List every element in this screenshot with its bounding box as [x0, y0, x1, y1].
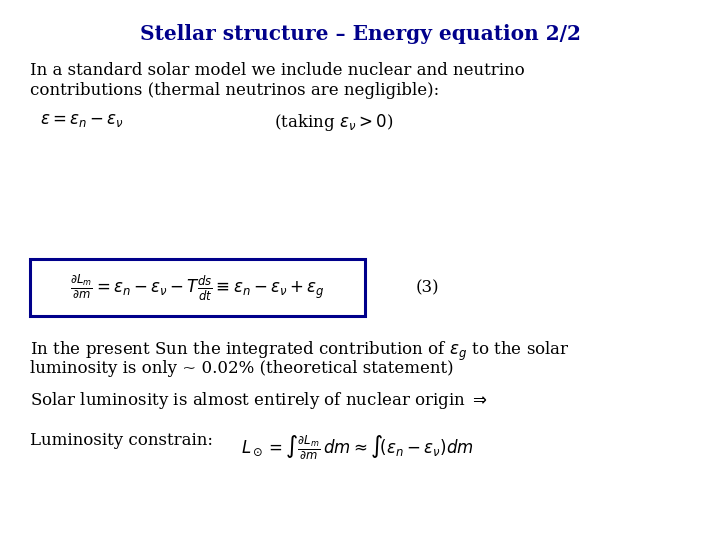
- Text: (taking $\varepsilon_\nu > 0$): (taking $\varepsilon_\nu > 0$): [274, 112, 393, 133]
- Text: In the present Sun the integrated contribution of $\varepsilon_g$ to the solar: In the present Sun the integrated contri…: [30, 340, 570, 363]
- Text: Luminosity constrain:: Luminosity constrain:: [30, 432, 213, 449]
- Text: luminosity is only ~ 0.02% (theoretical statement): luminosity is only ~ 0.02% (theoretical …: [30, 360, 454, 377]
- Text: $\frac{\partial L_m}{\partial m} = \varepsilon_n - \varepsilon_\nu - T\frac{ds}{: $\frac{\partial L_m}{\partial m} = \vare…: [71, 273, 325, 302]
- Text: (3): (3): [415, 279, 439, 296]
- Bar: [30, 259, 365, 316]
- Text: Stellar structure – Energy equation 2/2: Stellar structure – Energy equation 2/2: [140, 24, 580, 44]
- Text: $L_\odot = \int \frac{\partial L_m}{\partial m}\, dm \approx \int\!\left(\vareps: $L_\odot = \int \frac{\partial L_m}{\par…: [241, 434, 474, 462]
- Text: Solar luminosity is almost entirely of nuclear origin $\Rightarrow$: Solar luminosity is almost entirely of n…: [30, 390, 488, 411]
- Text: contributions (thermal neutrinos are negligible):: contributions (thermal neutrinos are neg…: [30, 82, 439, 99]
- Text: In a standard solar model we include nuclear and neutrino: In a standard solar model we include nuc…: [30, 62, 525, 79]
- Text: $\varepsilon = \varepsilon_n - \varepsilon_\nu$: $\varepsilon = \varepsilon_n - \varepsil…: [40, 112, 123, 129]
